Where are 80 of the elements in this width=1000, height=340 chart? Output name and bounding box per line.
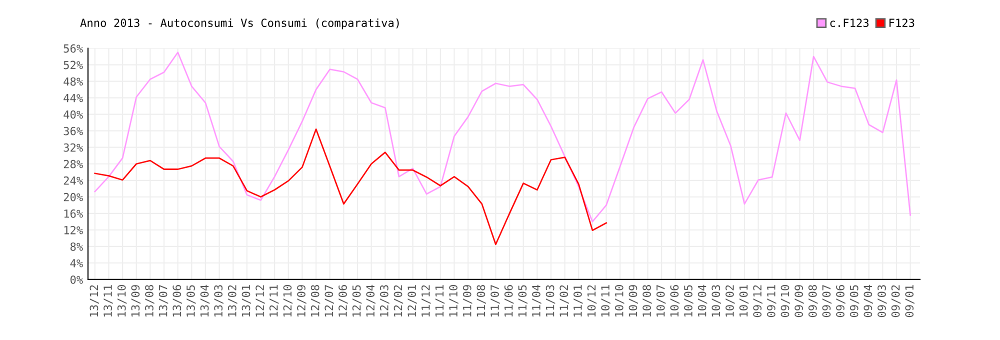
y-tick-label: 48% <box>64 77 83 86</box>
x-tick-label: 12/12 <box>256 285 265 316</box>
x-tick-label: 09/04 <box>864 284 873 318</box>
x-tick-label: 11/07 <box>490 285 500 316</box>
x-tick-label: 12/06 <box>338 285 348 316</box>
x-tick-label: 12/05 <box>352 285 362 316</box>
x-tick-label: 13/03 <box>214 285 224 316</box>
y-tick-label: 16% <box>64 209 83 218</box>
x-tick-label: 10/04 <box>698 284 708 316</box>
x-tick-label: 11/11 <box>435 285 445 316</box>
y-tick-label: 32% <box>64 143 83 152</box>
x-tick-label: 13/07 <box>158 285 168 316</box>
y-tick-label: 12% <box>64 226 83 234</box>
y-tick-label: 24% <box>64 176 83 185</box>
x-tick-label: 09/10 <box>780 285 790 318</box>
x-tick-label: 11/04 <box>532 284 542 316</box>
x-tick-label: 12/11 <box>269 285 279 316</box>
x-tick-label: 10/09 <box>628 285 638 316</box>
x-tick-label: 11/09 <box>462 285 472 316</box>
legend-label: F123 <box>890 18 914 28</box>
x-tick-label: 11/01 <box>573 285 583 316</box>
y-tick-label: 28% <box>64 160 83 168</box>
x-tick-label: 11/05 <box>518 285 528 316</box>
x-tick-label: 12/01 <box>408 285 417 316</box>
x-tick-label: 09/05 <box>850 285 860 318</box>
x-tick-label: 09/06 <box>836 285 846 318</box>
x-tick-label: 13/08 <box>145 285 154 316</box>
x-tick-label: 11/02 <box>560 285 569 316</box>
x-tick-label: 11/10 <box>449 285 458 316</box>
x-tick-label: 10/02 <box>726 285 735 316</box>
x-tick-label: 09/09 <box>794 285 804 318</box>
x-tick-label: 11/08 <box>476 285 486 316</box>
x-tick-label: 11/03 <box>546 285 556 316</box>
x-tick-label: 12/07 <box>324 285 334 316</box>
x-tick-label: 09/12 <box>753 285 762 318</box>
x-tick-label: 09/11 <box>766 285 776 318</box>
x-tick-label: 13/02 <box>228 285 238 316</box>
x-tick-label: 13/11 <box>104 285 113 316</box>
x-tick-label: 09/03 <box>878 285 887 318</box>
y-tick-label: 56% <box>64 44 83 53</box>
x-tick-label: 10/06 <box>670 285 680 316</box>
x-tick-label: 13/12 <box>90 285 100 316</box>
x-tick-label: 09/07 <box>822 285 832 318</box>
x-tick-label: 12/09 <box>297 285 306 316</box>
x-tick-label: 10/03 <box>712 285 721 316</box>
chart-title: Anno 2013 - Autoconsumi Vs Consumi (comparativa) <box>80 18 399 30</box>
x-tick-label: 12/04 <box>366 284 376 316</box>
x-tick-label: 09/08 <box>808 285 818 318</box>
x-tick-label: 13/04 <box>200 284 210 316</box>
x-tick-label: 10/10 <box>614 285 624 316</box>
x-tick-label: 11/06 <box>504 285 514 316</box>
x-tick-label: 12/02 <box>394 285 404 316</box>
x-tick-label: 09/02 <box>891 285 901 318</box>
x-tick-label: 10/11 <box>601 285 610 316</box>
y-tick-label: 4% <box>70 259 83 268</box>
legend-label: c.F123 <box>830 18 869 28</box>
x-tick-label: 10/12 <box>587 285 597 316</box>
y-tick-label: 52% <box>64 60 83 70</box>
y-tick-label: 0% <box>70 275 83 284</box>
x-tick-label: 13/10 <box>117 285 127 316</box>
x-tick-label: 13/01 <box>242 285 252 316</box>
line-series <box>94 128 607 246</box>
y-tick-label: 40% <box>64 110 83 119</box>
x-tick-label: 12/10 <box>283 285 293 316</box>
y-tick-label: 36% <box>64 126 83 136</box>
x-tick-label: 13/06 <box>172 285 182 316</box>
y-tick-label: 44% <box>64 94 83 102</box>
y-tick-label: 20% <box>64 192 83 202</box>
x-tick-label: 10/07 <box>656 285 666 316</box>
x-tick-label: 13/05 <box>186 285 196 316</box>
x-tick-label: 10/05 <box>684 285 694 316</box>
line-series <box>94 52 912 222</box>
x-tick-label: 11/12 <box>421 285 431 316</box>
y-tick-label: 8% <box>70 242 83 251</box>
x-tick-label: 12/08 <box>310 285 320 316</box>
x-tick-label: 10/08 <box>642 285 652 316</box>
x-tick-label: 12/03 <box>380 285 390 316</box>
x-tick-label: 10/01 <box>739 285 749 316</box>
x-tick-label: 09/01 <box>905 285 914 318</box>
x-tick-label: 13/09 <box>131 285 140 316</box>
